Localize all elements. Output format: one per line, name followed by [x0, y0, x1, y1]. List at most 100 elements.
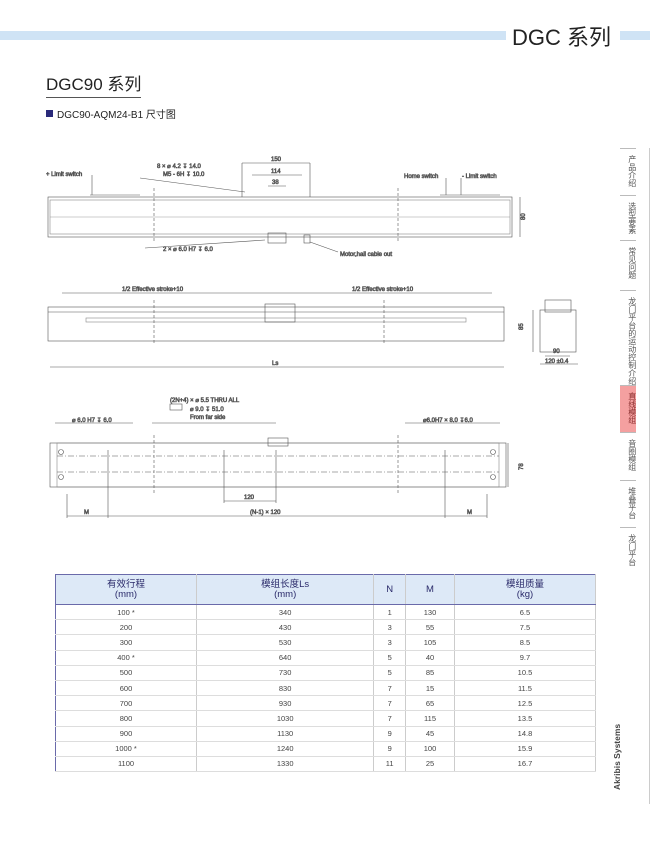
brand-name: Akribis Systems	[612, 723, 622, 790]
header-band-right	[620, 31, 650, 40]
dim-150: 150	[271, 157, 282, 163]
table-cell: 800	[55, 710, 198, 727]
table-cell: 65	[405, 695, 455, 712]
bottom-view	[49, 403, 509, 518]
table-cell: 600	[55, 680, 198, 697]
column-header: 有效行程 (mm)	[55, 574, 198, 605]
sidebar-item[interactable]: 产品介绍	[620, 148, 637, 195]
table-cell: 1030	[196, 710, 375, 727]
table-cell: 7.5	[454, 619, 597, 636]
table-cell: 400 *	[55, 650, 198, 666]
table-cell: 14.8	[454, 726, 597, 742]
header-line: M	[426, 583, 434, 595]
table-cell: 55	[405, 619, 455, 636]
header-line: 模组质量	[505, 578, 544, 590]
sidebar-item[interactable]: 选型要素	[620, 195, 637, 240]
sidebar-item[interactable]: 龙门平台	[620, 527, 637, 575]
table-cell: 1130	[196, 726, 375, 742]
table-cell: 13.5	[454, 710, 597, 727]
table-cell: 530	[196, 634, 375, 651]
home-switch-label: Home switch	[404, 174, 438, 180]
pins-label: 2 × ⌀ 6.0 H7 ↧ 6.0	[163, 246, 213, 253]
column-header: 模组长度Ls (mm)	[196, 574, 375, 605]
table-cell: 15	[405, 680, 455, 697]
table-cell: 11	[373, 756, 407, 773]
holes-label: 8 × ⌀ 4.2 ↧ 14.0	[157, 163, 201, 170]
table-cell: 7	[373, 695, 407, 712]
drawing-subtitle: DGC90-AQM24-B1 尺寸图	[46, 106, 176, 121]
half-stroke-right: 1/2 Effective stroke+10	[352, 287, 414, 293]
header-band	[0, 31, 506, 40]
table-cell: 100 *	[55, 604, 198, 621]
sidebar-item[interactable]: 龙门平台的运动控制介绍	[620, 290, 637, 385]
table-cell: 730	[196, 665, 375, 681]
sidebar-item[interactable]: 音圈模组	[620, 432, 637, 480]
table-cell: 3	[373, 619, 407, 636]
column-header: 模组质量 (kg)	[454, 574, 597, 605]
side-view	[47, 292, 578, 368]
column-header: M	[405, 574, 455, 605]
table-cell: 640	[196, 650, 375, 666]
header-line: N	[386, 583, 394, 595]
table-cell: 700	[55, 695, 198, 712]
dim-m-right: M	[467, 510, 472, 516]
dim-85: 85	[519, 323, 525, 330]
series-title: DGC 系列	[512, 25, 612, 50]
table-cell: 300	[55, 634, 198, 651]
header-unit: (kg)	[516, 588, 534, 600]
table-cell: 340	[196, 604, 375, 621]
table-row: 200 430 3 55 7.5	[55, 619, 597, 636]
far-side-label: From far side	[190, 415, 226, 421]
table-row: 400 * 640 5 40 9.7	[55, 650, 597, 666]
dim-120: 120	[244, 495, 255, 501]
table-cell: 130	[405, 604, 455, 621]
dim-m-left: M	[84, 510, 89, 516]
dimension-drawings: + Limit switch 8 × ⌀ 4.2 ↧ 14.0 M5 - 6H …	[46, 157, 578, 518]
limit-plus-label: + Limit switch	[46, 172, 82, 178]
table-cell: 5	[373, 650, 407, 666]
dim-ls: Ls	[272, 361, 278, 367]
table-row: 700 930 7 65 12.5	[55, 695, 597, 712]
table-row: 1100 1330 11 25 16.7	[55, 756, 597, 773]
spec-table: 有效行程 (mm) 模组长度Ls (mm) N M 模组质量 (kg) 100 * 340 1 13…	[55, 574, 597, 773]
dim-120-04: 120 ±0.4	[545, 359, 569, 365]
half-stroke-left: 1/2 Effective stroke+10	[122, 287, 184, 293]
dim-80: 80	[521, 213, 527, 220]
subtitle-text: DGC90-AQM24-B1 尺寸图	[57, 110, 176, 121]
table-cell: 9	[373, 726, 407, 742]
table-cell: 1000 *	[55, 741, 198, 757]
table-cell: 1330	[196, 756, 375, 773]
cable-label: Motor,hall cable out	[340, 252, 392, 258]
table-cell: 200	[55, 619, 198, 636]
top-view	[47, 162, 521, 253]
table-cell: 1	[373, 604, 407, 621]
table-cell: 430	[196, 619, 375, 636]
sidebar-item[interactable]: 常见问题	[620, 240, 637, 290]
header-unit: (mm)	[274, 588, 297, 600]
table-cell: 11.5	[454, 680, 597, 697]
dim-pitch: (N-1) × 120	[250, 510, 281, 516]
table-cell: 105	[405, 634, 455, 651]
thru-holes-label: (2N+4) × ⌀ 5.5 THRU ALL	[170, 398, 240, 404]
table-cell: 40	[405, 650, 455, 666]
table-cell: 1100	[55, 756, 198, 773]
table-cell: 10.5	[454, 665, 597, 681]
sidebar-item[interactable]: 堆叠平台	[620, 480, 637, 527]
table-cell: 7	[373, 680, 407, 697]
table-cell: 6.5	[454, 604, 597, 621]
dim-114: 114	[271, 169, 281, 175]
pin-right-label: ⌀6.0H7 × 8.0 ↧6.0	[423, 417, 474, 424]
counterbore-label: ⌀ 9.0 ↧ 51.0	[190, 406, 224, 413]
table-cell: 3	[373, 634, 407, 651]
table-cell: 12.5	[454, 695, 597, 712]
table-cell: 100	[405, 741, 455, 757]
table-cell: 830	[196, 680, 375, 697]
table-cell: 500	[55, 665, 198, 681]
bullet-square-icon	[46, 110, 53, 117]
table-row: 500 730 5 85 10.5	[55, 665, 597, 681]
dim-78: 78	[519, 463, 525, 470]
sidebar-item[interactable]: 直线模组	[620, 385, 637, 432]
table-row: 300 530 3 105 8.5	[55, 634, 597, 651]
table-cell: 7	[373, 710, 407, 727]
table-cell: 15.9	[454, 741, 597, 757]
